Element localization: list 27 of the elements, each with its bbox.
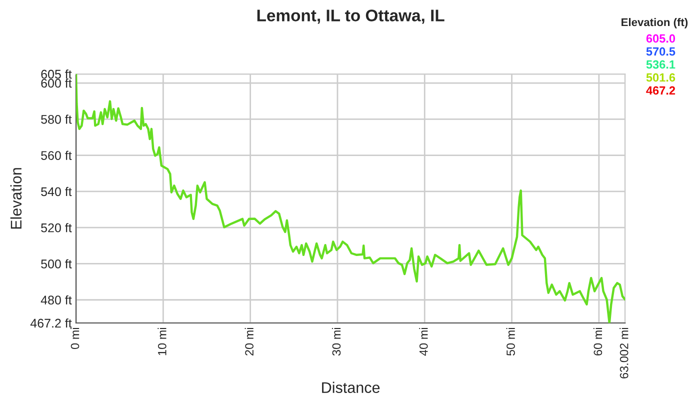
line-series (76, 74, 626, 323)
x-tick-label: 60 mi (593, 328, 602, 356)
x-tick-label: 20 mi (244, 328, 254, 356)
x-tick-label: 0 mi (70, 328, 80, 350)
x-tick-label: 50 mi (506, 328, 515, 356)
y-tick-label: 605 ft (41, 69, 72, 79)
y-tick-label: 540 ft (41, 186, 72, 196)
y-tick-label: 560 ft (41, 150, 72, 160)
x-tick-label: 30 mi (332, 328, 341, 356)
text: 501.6 (646, 73, 676, 82)
y-tick-label: 520 ft (41, 223, 72, 232)
y-axis-title: Elevation (10, 168, 22, 229)
x-tick-label: 10 mi (158, 328, 166, 356)
chart-title: Lemont, IL to Ottawa, IL (257, 10, 444, 24)
y-tick-label: 500 ft (41, 259, 72, 268)
y-tick-label: 600 ft (41, 78, 72, 88)
x-tick-label: 40 mi (419, 328, 428, 356)
y-tick-label: 467.2 ft (30, 318, 72, 328)
text: 536.1 (646, 60, 676, 69)
x-axis-title: Distance (322, 382, 380, 394)
legend-title: Elevation (ft) (622, 18, 688, 28)
text: 570.5 (646, 47, 676, 56)
x-tick-label: 63.002 mi (620, 328, 628, 378)
y-tick-label: 480 ft (40, 295, 72, 305)
text: 467.2 (646, 86, 676, 95)
text: 605.0 (646, 34, 676, 43)
y-tick-label: 580 ft (41, 114, 72, 124)
